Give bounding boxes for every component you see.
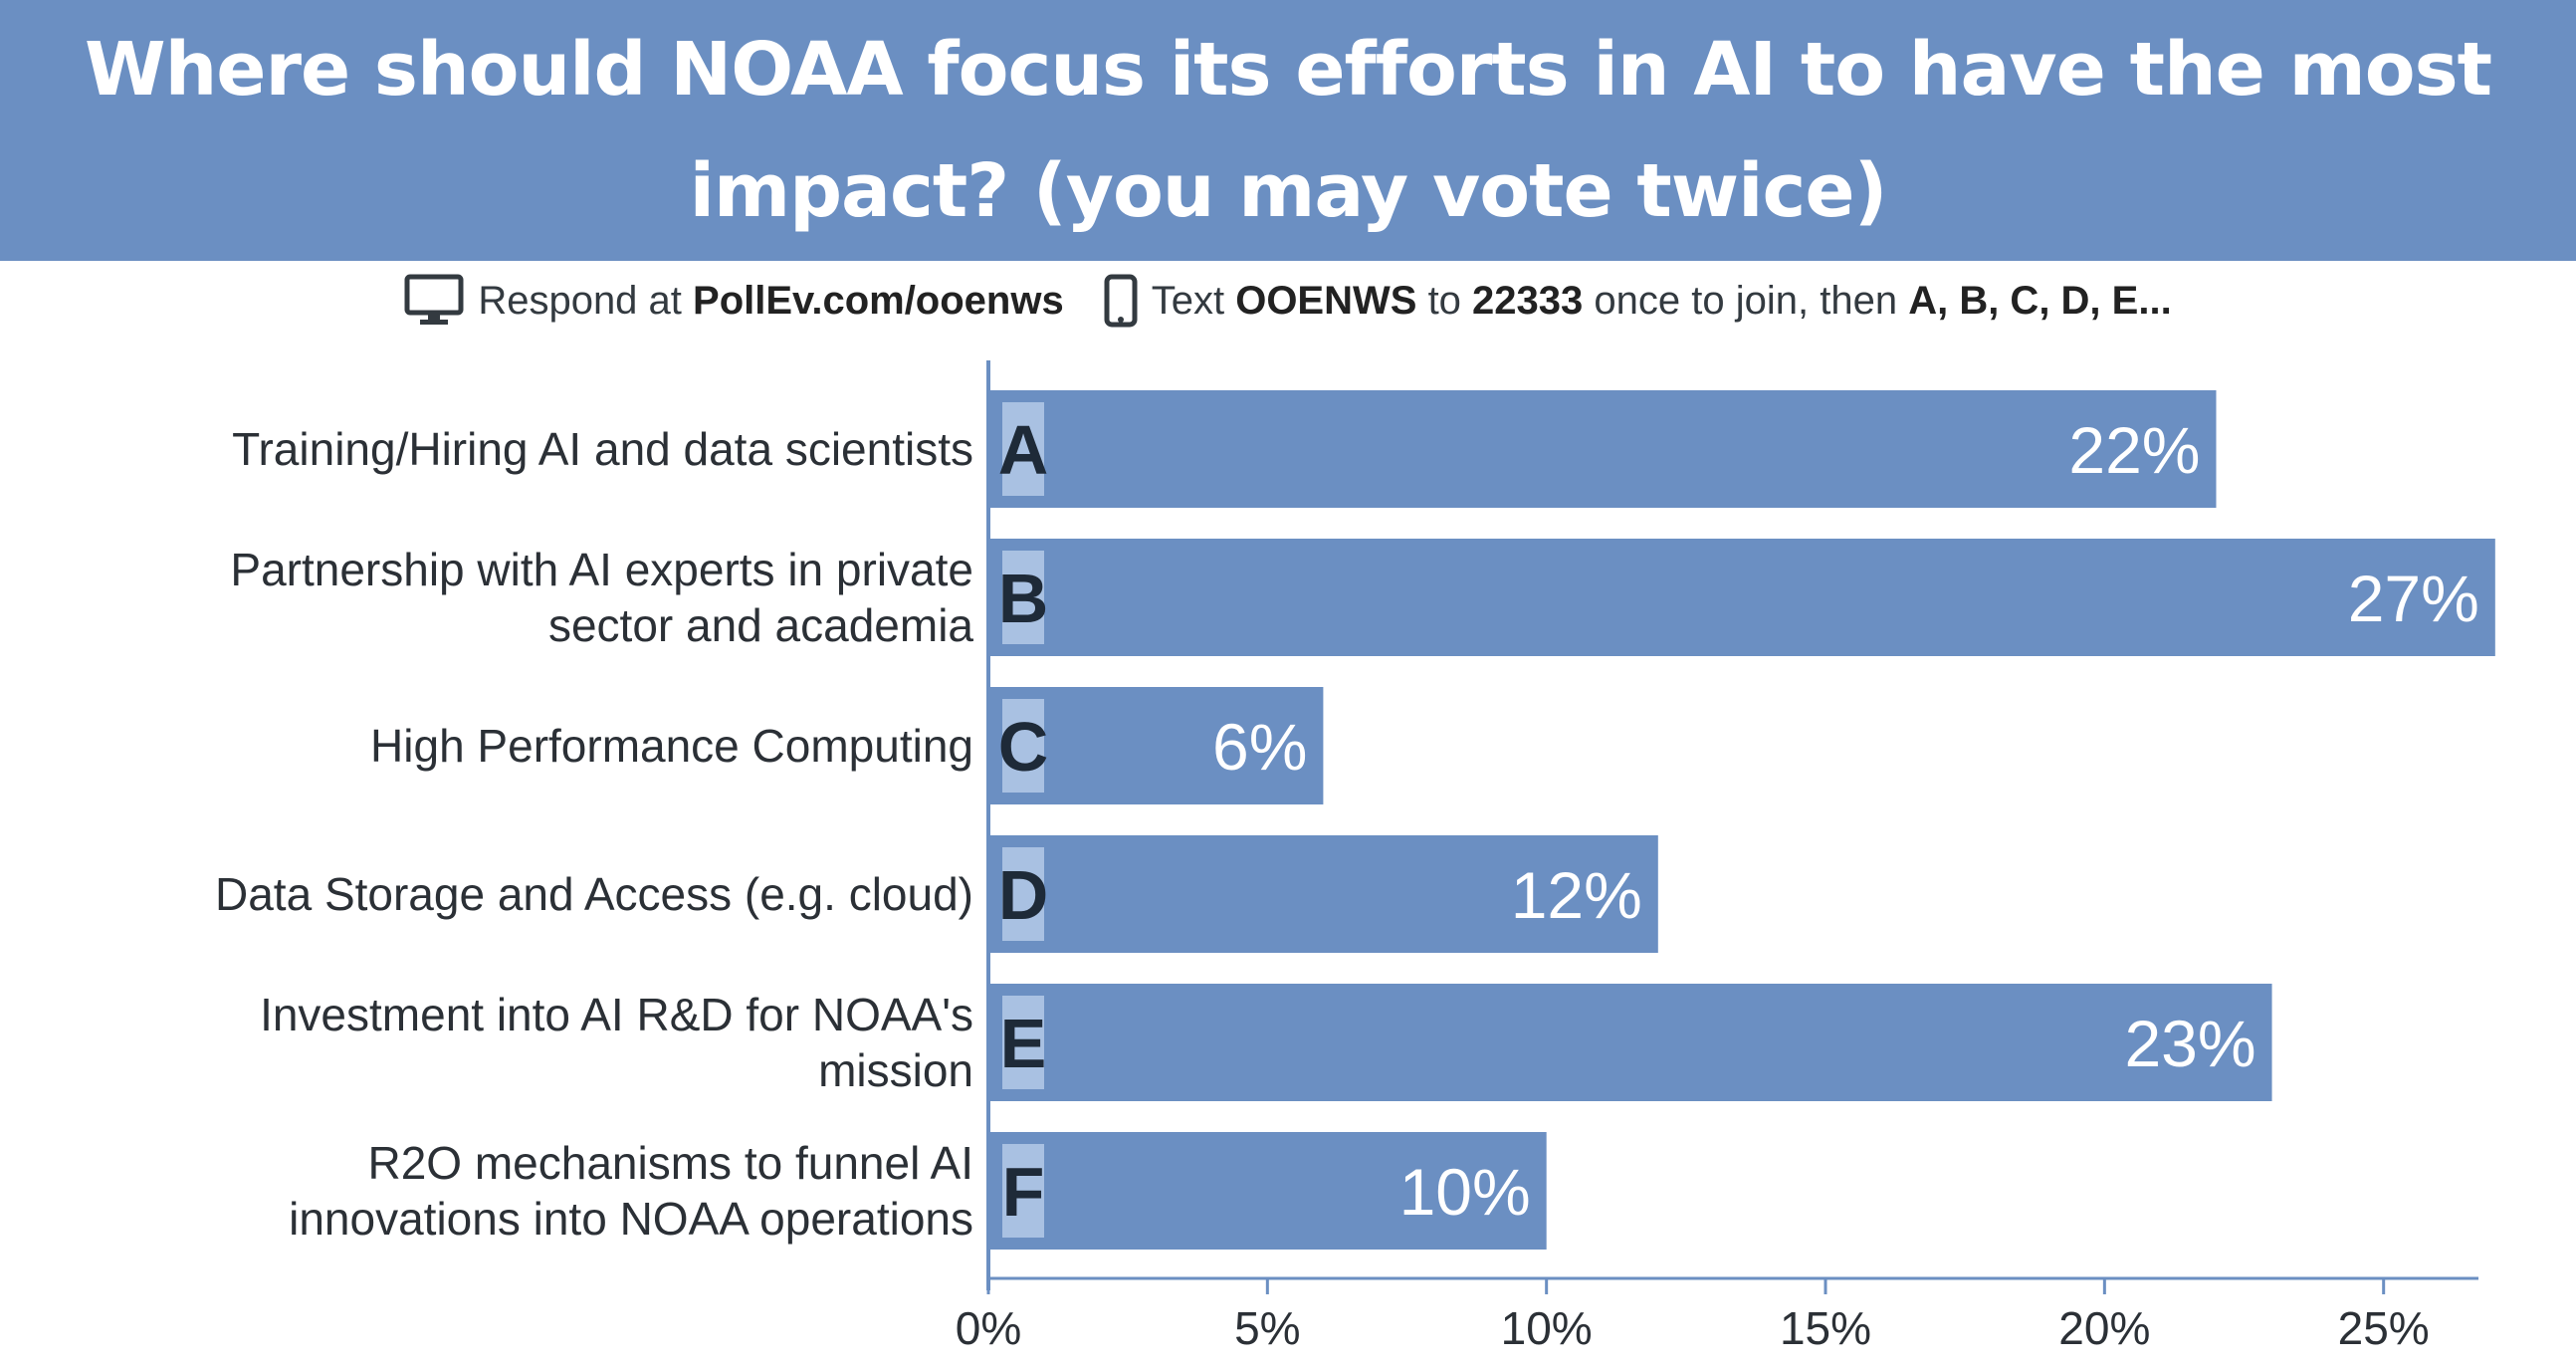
option-letter: D bbox=[998, 856, 1049, 934]
category-label: Investment into AI R&D for NOAA's bbox=[260, 989, 973, 1040]
value-label: 12% bbox=[1511, 858, 1642, 932]
x-tick-label: 15% bbox=[1780, 1302, 1871, 1354]
category-label: mission bbox=[818, 1044, 973, 1096]
option-letter-box bbox=[1002, 996, 1044, 1089]
bar-f bbox=[988, 1132, 1547, 1250]
x-tick-label: 20% bbox=[2058, 1302, 2150, 1354]
option-letter-box bbox=[1002, 1144, 1044, 1238]
poll-header: Where should NOAA focus its efforts in A… bbox=[0, 0, 2576, 261]
category-label: R2O mechanisms to funnel AI bbox=[367, 1137, 973, 1189]
text-prefix: Text bbox=[1151, 278, 1225, 323]
bar-a bbox=[988, 390, 2217, 508]
option-letter: C bbox=[998, 708, 1049, 786]
text-number: 22333 bbox=[1472, 278, 1584, 323]
value-label: 6% bbox=[1212, 710, 1307, 784]
option-letter-box bbox=[1002, 402, 1044, 496]
sms-response-instructions: Text OOENWS to 22333 once to join, then … bbox=[1104, 274, 2172, 328]
option-letter: E bbox=[1000, 1005, 1047, 1082]
bar-b bbox=[988, 539, 2495, 656]
option-letter: A bbox=[998, 411, 1049, 489]
poll-title: Where should NOAA focus its efforts in A… bbox=[84, 27, 2492, 234]
option-letter-box bbox=[1002, 699, 1044, 793]
poll-results-chart: A 22% Training/Hiring AI and data scientis… bbox=[215, 360, 2495, 1354]
x-tick-label: 25% bbox=[2338, 1302, 2430, 1354]
web-response-instructions: Respond at PollEv.com/ooenws bbox=[404, 274, 1064, 328]
bar-d bbox=[988, 835, 1658, 953]
category-label: Data Storage and Access (e.g. cloud) bbox=[215, 868, 973, 920]
text-code: OOENWS bbox=[1235, 278, 1417, 323]
category-label: innovations into NOAA operations bbox=[289, 1193, 973, 1245]
phone-icon bbox=[1104, 274, 1138, 328]
bar-e bbox=[988, 984, 2272, 1101]
category-label: High Performance Computing bbox=[370, 720, 973, 772]
option-letter: F bbox=[1002, 1153, 1045, 1231]
option-letter-box bbox=[1002, 551, 1044, 644]
value-label: 27% bbox=[2348, 562, 2479, 635]
text-suffix: once to join, then bbox=[1594, 278, 1898, 323]
option-letter-box bbox=[1002, 847, 1044, 941]
value-label: 23% bbox=[2124, 1007, 2255, 1080]
x-tick-label: 10% bbox=[1501, 1302, 1593, 1354]
x-tick-label: 5% bbox=[1234, 1302, 1300, 1354]
value-label: 22% bbox=[2068, 413, 2200, 487]
x-tick-label: 0% bbox=[956, 1302, 1021, 1354]
text-options: A, B, C, D, E... bbox=[1908, 278, 2172, 323]
value-label: 10% bbox=[1399, 1155, 1531, 1229]
category-label: Partnership with AI experts in private bbox=[230, 544, 973, 595]
monitor-icon bbox=[404, 274, 464, 325]
respond-prefix: Respond at bbox=[478, 278, 682, 323]
category-label: Training/Hiring AI and data scientists bbox=[232, 423, 973, 475]
category-label: sector and academia bbox=[548, 599, 973, 651]
text-to: to bbox=[1427, 278, 1461, 323]
response-instructions: Respond at PollEv.com/ooenws Text OOENWS… bbox=[0, 261, 2576, 341]
respond-url[interactable]: PollEv.com/ooenws bbox=[693, 278, 1064, 323]
bar-c bbox=[988, 687, 1324, 804]
option-letter: B bbox=[998, 560, 1049, 637]
